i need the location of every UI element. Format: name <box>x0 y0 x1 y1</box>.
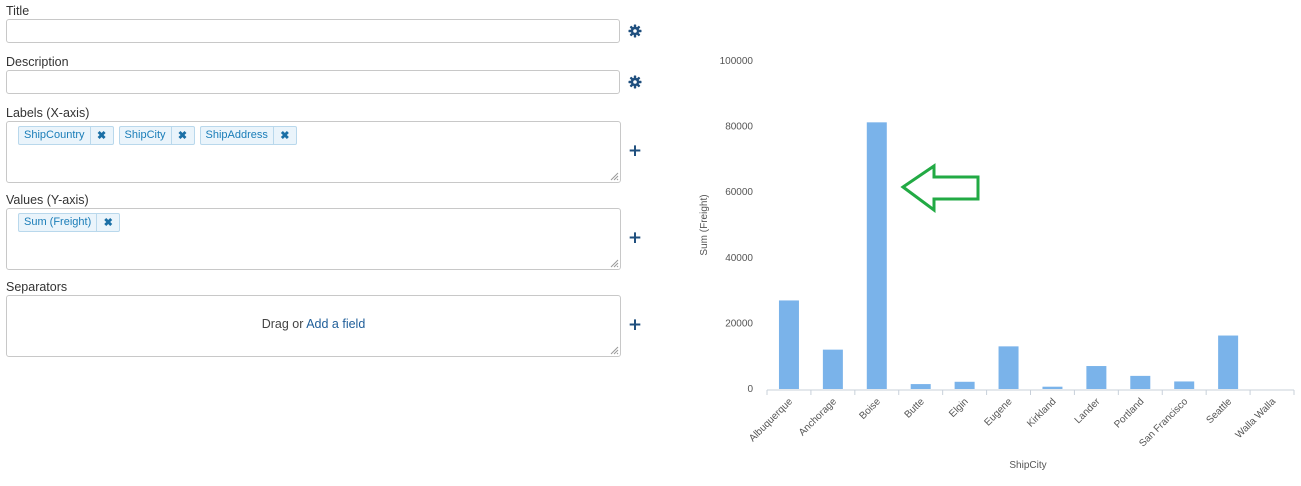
title-settings-button[interactable] <box>627 23 643 39</box>
values-yaxis-dropzone[interactable]: Sum (Freight) ✖ <box>6 208 621 270</box>
bar[interactable] <box>778 300 799 389</box>
x-axis-ticks: Albuquerque Anchorage Boise Butte Elgin Eugen… <box>747 390 1295 449</box>
drag-text: Drag or <box>261 317 304 331</box>
title-input[interactable] <box>6 19 620 43</box>
x-tick-label: Seattle <box>1204 396 1234 426</box>
add-field-link[interactable]: Add a field <box>306 317 366 331</box>
separators-add-button[interactable]: + <box>627 315 643 335</box>
resize-handle-icon[interactable] <box>609 258 619 268</box>
plus-icon: + <box>627 228 643 248</box>
y-axis-ticks: 0 20000 40000 60000 80000 100000 <box>720 56 754 395</box>
separators-label: Separators <box>6 280 68 294</box>
remove-icon[interactable]: ✖ <box>170 127 194 144</box>
x-axis-label: ShipCity <box>1009 460 1046 471</box>
x-tick-label: Walla Walla <box>1234 396 1279 441</box>
y-axis-label: Sum (Freight) <box>699 194 710 255</box>
plus-icon: + <box>627 141 643 161</box>
description-input[interactable] <box>6 70 620 94</box>
values-yaxis-label: Values (Y-axis) <box>6 193 89 207</box>
x-tick-label: Kirkland <box>1025 396 1058 429</box>
description-label: Description <box>6 55 69 69</box>
x-tick-label: Anchorage <box>797 396 839 438</box>
bar[interactable] <box>1218 335 1239 389</box>
x-tick-label: Butte <box>903 396 928 421</box>
labels-add-button[interactable]: + <box>627 141 643 161</box>
bar[interactable] <box>1174 381 1195 389</box>
chip-shipcity: ShipCity ✖ <box>118 126 195 145</box>
labels-xaxis-dropzone[interactable]: ShipCountry ✖ ShipCity ✖ ShipAddress ✖ <box>6 121 621 183</box>
bars <box>778 122 1239 389</box>
y-tick-label: 40000 <box>725 253 753 264</box>
chip-sum-freight: Sum (Freight) ✖ <box>18 213 121 232</box>
bar[interactable] <box>998 346 1019 389</box>
chip-label: ShipCity <box>124 129 166 141</box>
bar[interactable] <box>1130 375 1151 389</box>
chip-shipaddress: ShipAddress ✖ <box>199 126 297 145</box>
values-add-button[interactable]: + <box>627 228 643 248</box>
resize-handle-icon[interactable] <box>609 345 619 355</box>
remove-icon[interactable]: ✖ <box>89 127 113 144</box>
y-tick-label: 60000 <box>725 187 753 198</box>
x-tick-label: Portland <box>1112 396 1146 430</box>
bar[interactable] <box>822 349 843 389</box>
bar[interactable] <box>954 381 975 389</box>
x-tick-label: Boise <box>857 396 883 422</box>
y-tick-label: 100000 <box>720 56 754 67</box>
bar[interactable] <box>910 384 931 389</box>
y-tick-label: 20000 <box>725 318 753 329</box>
remove-icon[interactable]: ✖ <box>272 127 296 144</box>
bar[interactable] <box>1042 386 1063 389</box>
remove-icon[interactable]: ✖ <box>96 214 119 231</box>
dropzone-hint: Drag or Add a field <box>7 317 620 331</box>
chip-label: ShipCountry <box>24 129 85 141</box>
chip-shipcountry: ShipCountry ✖ <box>18 126 114 145</box>
labels-xaxis-label: Labels (X-axis) <box>6 106 90 120</box>
x-tick-label: Eugene <box>983 396 1015 428</box>
chip-label: Sum (Freight) <box>24 216 92 228</box>
x-tick-label: Lander <box>1073 396 1103 426</box>
chip-label: ShipAddress <box>205 129 268 141</box>
y-tick-label: 80000 <box>725 122 753 133</box>
bar-chart: 0 20000 40000 60000 80000 100000 Albuquerque A… <box>699 56 1295 471</box>
resize-handle-icon[interactable] <box>609 171 619 181</box>
arrow-annotation <box>900 163 980 213</box>
x-tick-label: Albuquerque <box>747 396 795 444</box>
gear-icon <box>628 24 642 38</box>
chart-settings-form: Title Description <box>6 4 643 357</box>
plus-icon: + <box>627 315 643 335</box>
description-settings-button[interactable] <box>627 74 643 90</box>
bar[interactable] <box>1086 366 1107 389</box>
separators-dropzone[interactable]: Drag or Add a field <box>6 295 621 357</box>
gear-icon <box>628 75 642 89</box>
x-tick-label: Elgin <box>947 396 971 420</box>
bar[interactable] <box>866 122 887 389</box>
title-label: Title <box>6 4 30 18</box>
y-tick-label: 0 <box>747 384 753 395</box>
